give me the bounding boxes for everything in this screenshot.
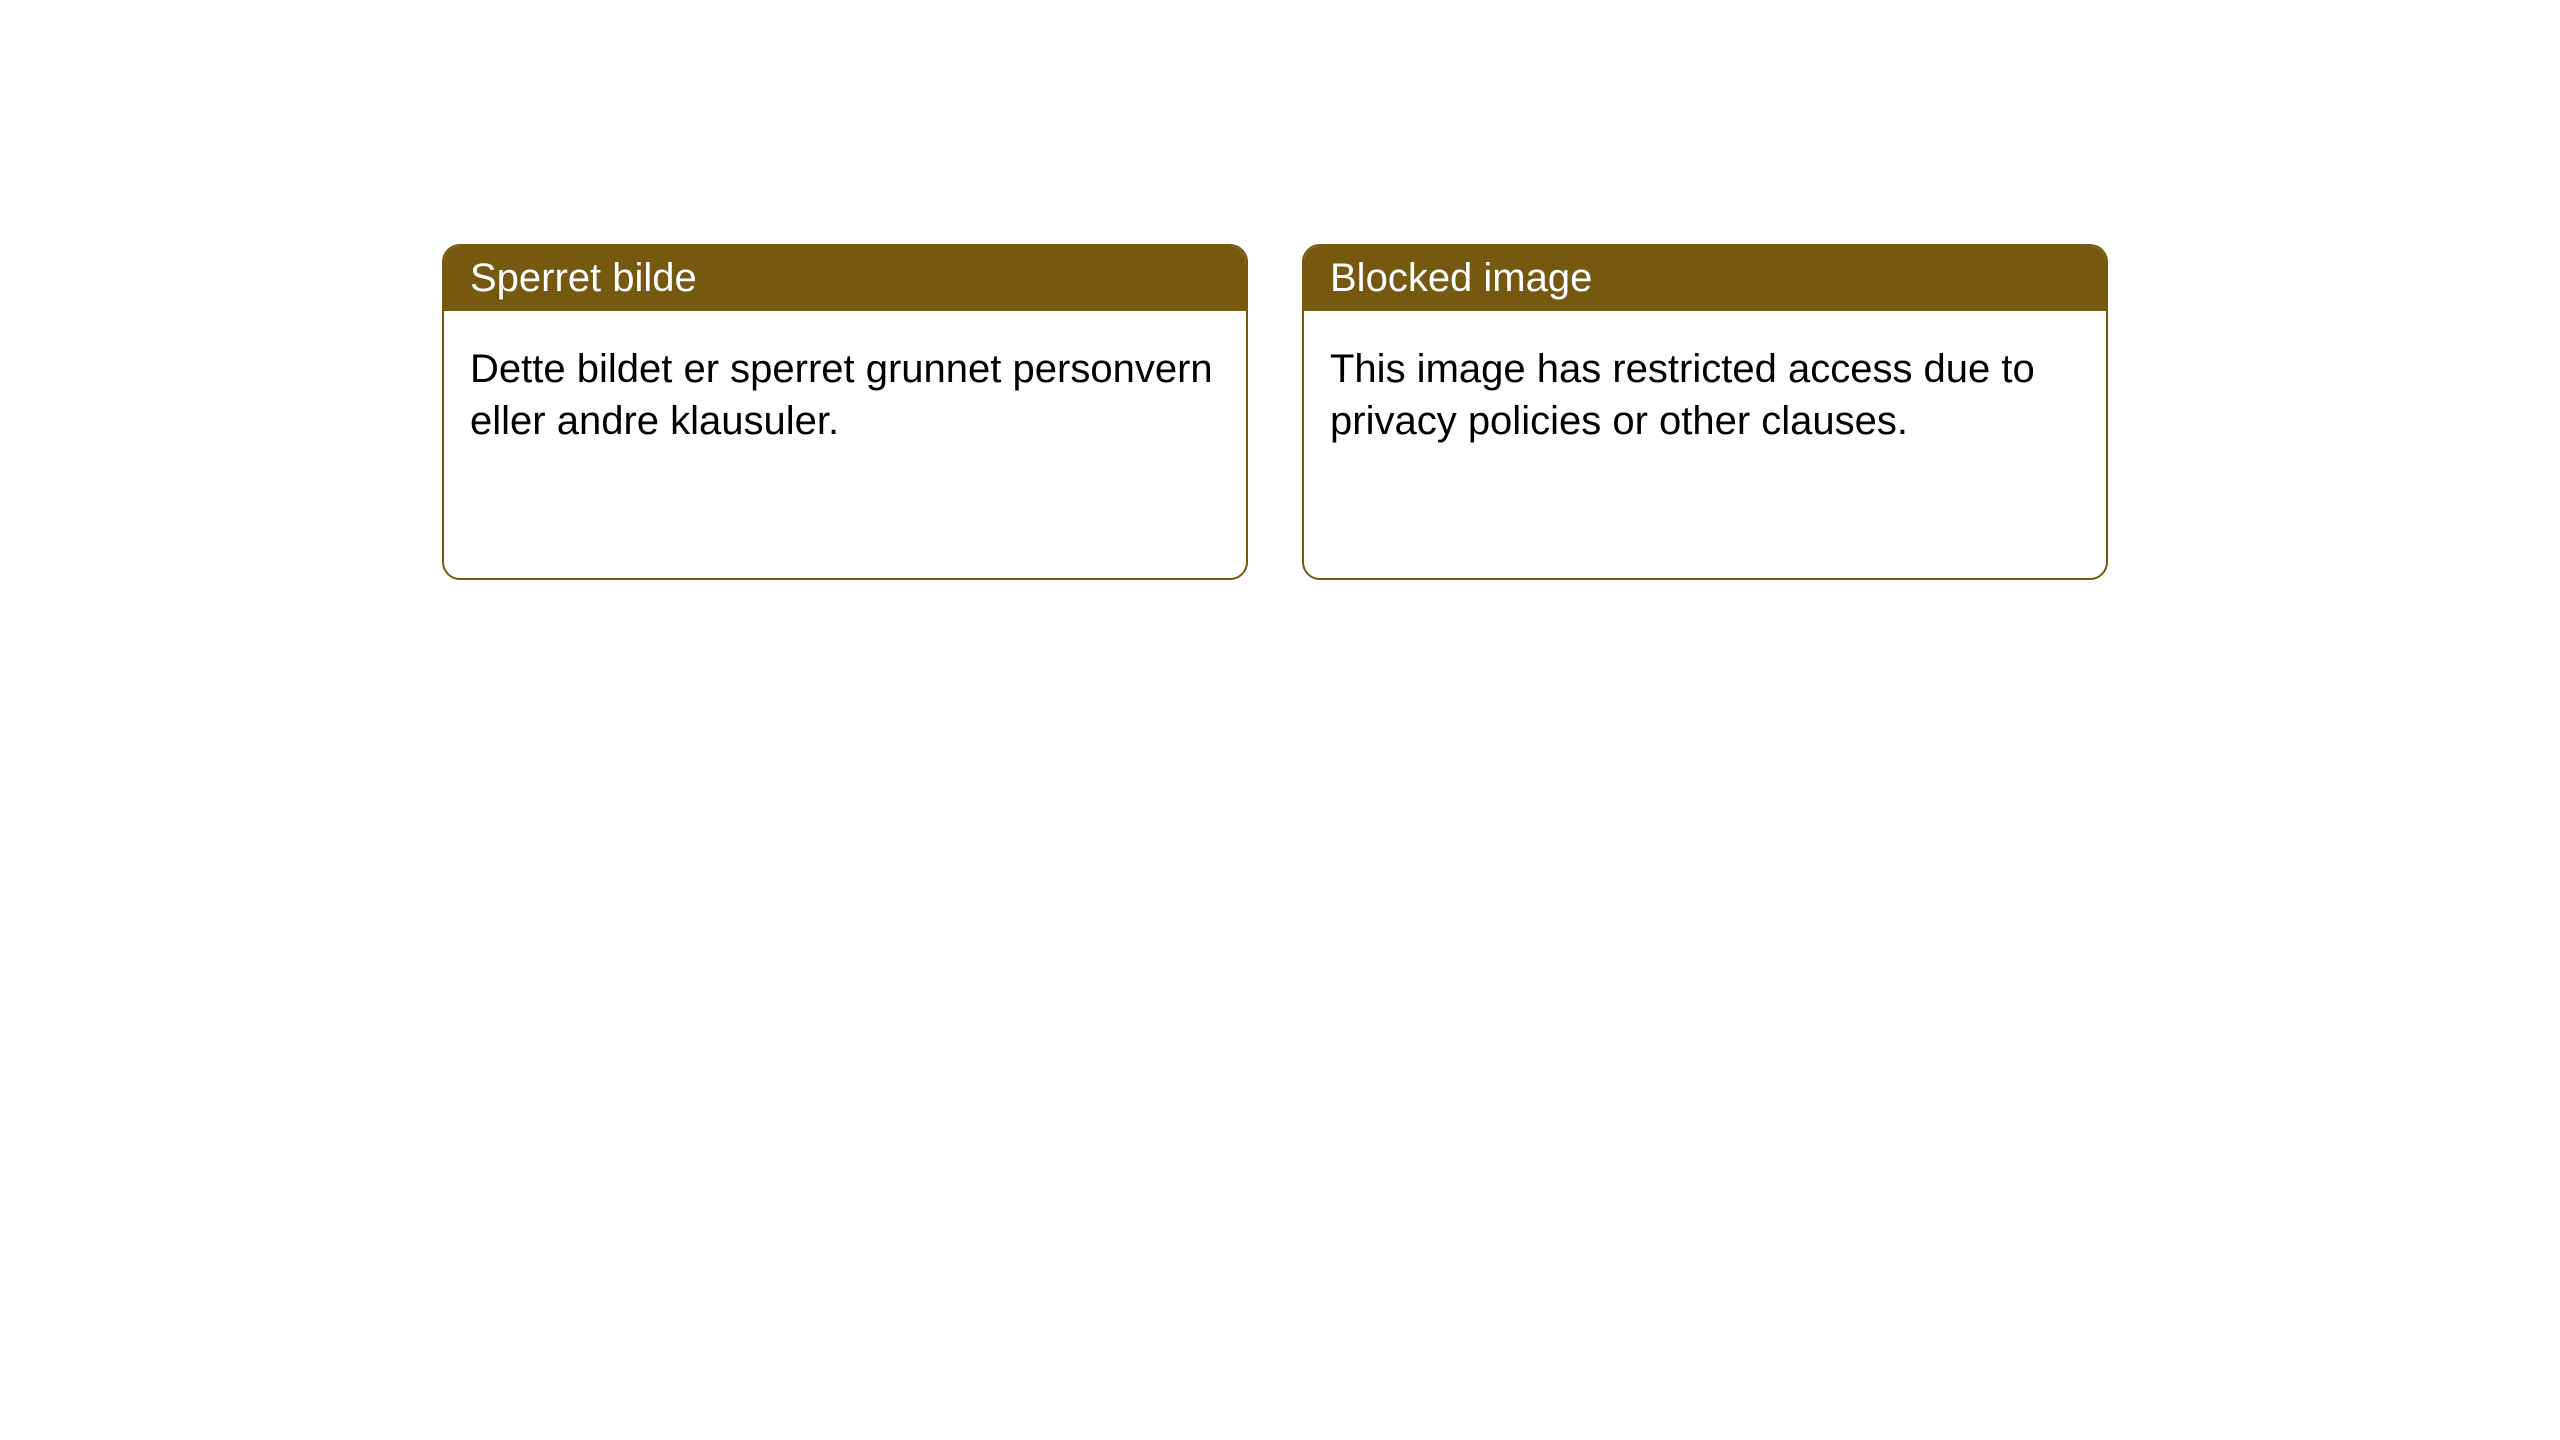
notice-cards-container: Sperret bilde Dette bildet er sperret gr… [442, 244, 2108, 580]
notice-card-no: Sperret bilde Dette bildet er sperret gr… [442, 244, 1248, 580]
notice-header-no: Sperret bilde [444, 246, 1246, 311]
notice-card-en: Blocked image This image has restricted … [1302, 244, 2108, 580]
notice-body-en: This image has restricted access due to … [1304, 311, 2106, 479]
notice-header-en: Blocked image [1304, 246, 2106, 311]
notice-body-no: Dette bildet er sperret grunnet personve… [444, 311, 1246, 479]
